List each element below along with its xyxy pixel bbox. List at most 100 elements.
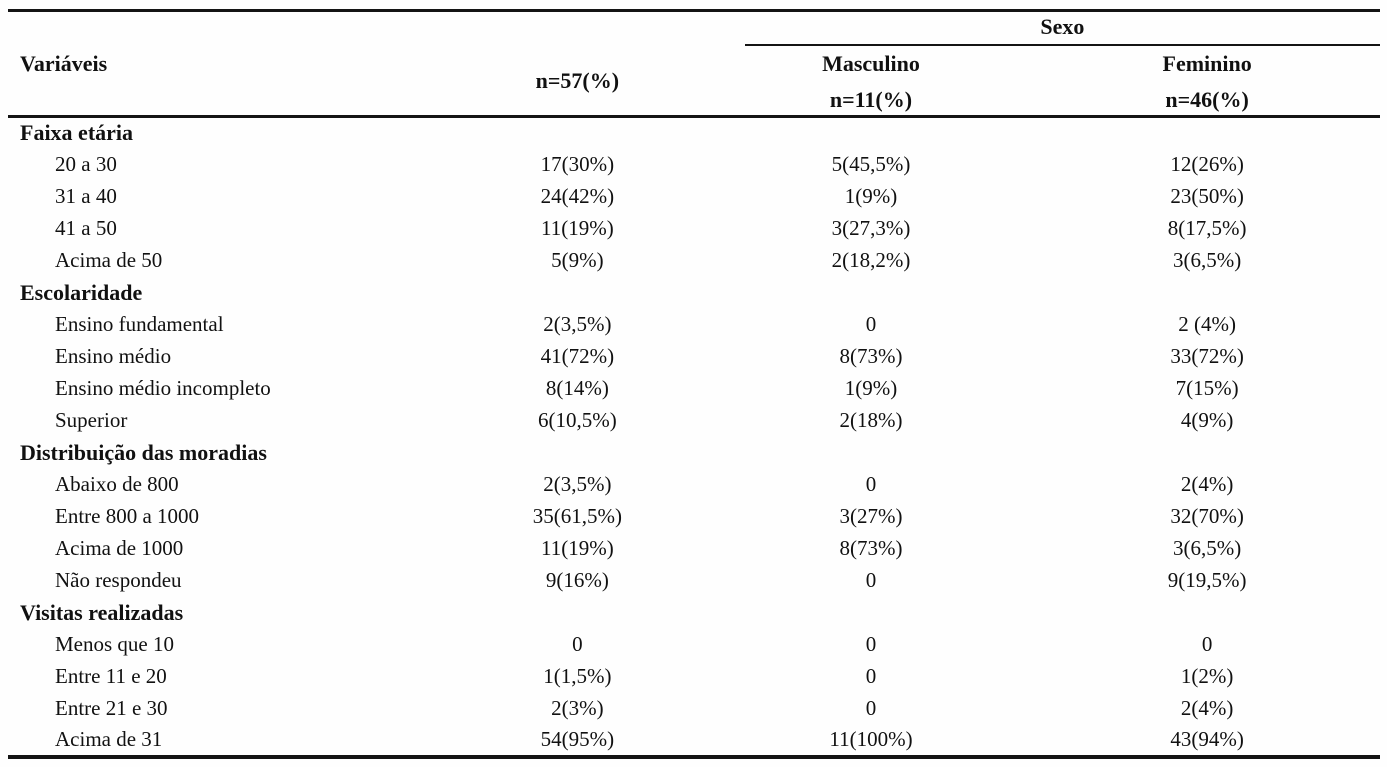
feminino-value: 43(94%) [1170,727,1244,751]
masculino-value: 0 [865,472,877,496]
masculino-value: 3(27,3%) [831,216,911,240]
row-label: 41 a 50 [55,216,117,240]
feminino-value: 3(6,5%) [1173,536,1242,560]
row-label: Entre 11 e 20 [55,664,167,688]
feminino-value: 12(26%) [1170,152,1244,176]
masculino-value: 11(100%) [829,727,913,751]
feminino-value: 33(72%) [1170,344,1244,368]
section-row: Distribuição das moradias [8,437,1380,469]
total-value: 5(9%) [551,248,604,272]
header-empty-cell [447,11,708,47]
row-label: Superior [55,408,128,432]
sexo-header: Sexo [744,12,1380,46]
header-empty-cell [8,11,447,47]
masculino-value: 2(18,2%) [831,248,911,272]
total-value: 35(61,5%) [532,504,622,528]
table-row: Ensino médio incompleto 8(14%) 1(9%) 7(1… [8,373,1380,405]
row-label: Não respondeu [55,568,182,592]
table-row: Entre 11 e 20 1(1,5%) 0 1(2%) [8,661,1380,693]
feminino-value: 1(2%) [1180,664,1234,688]
column-header-masculino: Masculino n=11(%) [707,46,1035,118]
section-row: Escolaridade [8,277,1380,309]
masculino-value: 0 [865,696,877,720]
table-row: 20 a 30 17(30%) 5(45,5%) 12(26%) [8,149,1380,181]
masculino-value: 0 [865,664,877,688]
masculino-value: 0 [865,568,877,592]
statistics-table: Sexo Variáveis n=57(%) Masculino n=11(%)… [8,9,1380,759]
table-row: Abaixo de 800 2(3,5%) 0 2(4%) [8,469,1380,501]
row-label: Entre 21 e 30 [55,696,168,720]
total-value: 41(72%) [540,344,615,368]
table-row: Superior 6(10,5%) 2(18%) 4(9%) [8,405,1380,437]
feminino-value: 9(19,5%) [1167,568,1247,592]
table-row: 31 a 40 24(42%) 1(9%) 23(50%) [8,181,1380,213]
total-value: 11(19%) [541,536,614,560]
total-value: 11(19%) [541,216,614,240]
feminino-value: 8(17,5%) [1167,216,1247,240]
row-label: Ensino médio [55,344,172,368]
total-value: 6(10,5%) [538,408,617,432]
row-label: Ensino médio incompleto [55,376,271,400]
masculino-label: Masculino [822,51,920,76]
masculino-n: n=11(%) [829,87,913,112]
row-label: Acima de 50 [55,248,163,272]
table-row: Não respondeu 9(16%) 0 9(19,5%) [8,565,1380,597]
table-row: Entre 21 e 30 2(3%) 0 2(4%) [8,693,1380,725]
column-header-variaveis: Variáveis [8,46,448,118]
total-value: 8(14%) [545,376,609,400]
total-value: 1(1,5%) [543,664,612,688]
total-value: 54(95%) [540,727,615,751]
row-label: Entre 800 a 1000 [55,504,200,528]
feminino-value: 2 (4%) [1178,312,1236,336]
feminino-value: 7(15%) [1175,376,1239,400]
column-header-total: n=57(%) [447,46,708,118]
feminino-value: 3(6,5%) [1173,248,1242,272]
table-row: Acima de 31 54(95%) 11(100%) 43(94%) [8,725,1380,757]
header-sexo-row: Sexo [8,11,1380,47]
header-columns-row: Variáveis n=57(%) Masculino n=11(%) Femi… [8,46,1380,118]
total-value: 2(3,5%) [543,472,612,496]
section-title: Visitas realizadas [20,599,184,625]
table-row: Ensino médio 41(72%) 8(73%) 33(72%) [8,341,1380,373]
section-title: Distribuição das moradias [20,439,267,465]
feminino-value: 2(4%) [1180,696,1234,720]
row-label: Acima de 31 [55,727,163,751]
feminino-value: 4(9%) [1180,408,1234,432]
section-title: Escolaridade [20,279,143,305]
feminino-label: Feminino [1162,51,1252,76]
column-header-feminino: Feminino n=46(%) [1034,46,1380,118]
masculino-value: 1(9%) [844,184,898,208]
row-label: 20 a 30 [55,152,117,176]
section-row: Visitas realizadas [8,597,1380,629]
section-title: Faixa etária [20,120,134,146]
total-value: 2(3,5%) [543,312,612,336]
row-label: Ensino fundamental [55,312,224,336]
row-label: Acima de 1000 [55,536,184,560]
masculino-value: 2(18%) [839,408,903,432]
table-row: Acima de 1000 11(19%) 8(73%) 3(6,5%) [8,533,1380,565]
masculino-value: 1(9%) [844,376,898,400]
masculino-value: 8(73%) [839,536,903,560]
total-value: 0 [572,632,583,656]
masculino-value: 3(27%) [839,504,903,528]
masculino-value: 8(73%) [839,344,903,368]
table-row: Ensino fundamental 2(3,5%) 0 2 (4%) [8,309,1380,341]
table-row: Menos que 10 0 0 0 [8,629,1380,661]
total-value: 17(30%) [540,152,615,176]
feminino-n: n=46(%) [1165,87,1249,112]
feminino-value: 0 [1201,632,1213,656]
sexo-spanner-cell: Sexo [708,11,1380,46]
row-label: 31 a 40 [55,184,117,208]
table-row: 41 a 50 11(19%) 3(27,3%) 8(17,5%) [8,213,1380,245]
total-value: 9(16%) [545,568,609,592]
feminino-value: 23(50%) [1170,184,1244,208]
feminino-value: 32(70%) [1170,504,1244,528]
total-value: 2(3%) [551,696,604,720]
table-row: Acima de 50 5(9%) 2(18,2%) 3(6,5%) [8,245,1380,277]
masculino-value: 0 [865,632,877,656]
row-label: Menos que 10 [55,632,174,656]
feminino-value: 2(4%) [1180,472,1234,496]
row-label: Abaixo de 800 [55,472,179,496]
section-row: Faixa etária [8,117,1380,149]
